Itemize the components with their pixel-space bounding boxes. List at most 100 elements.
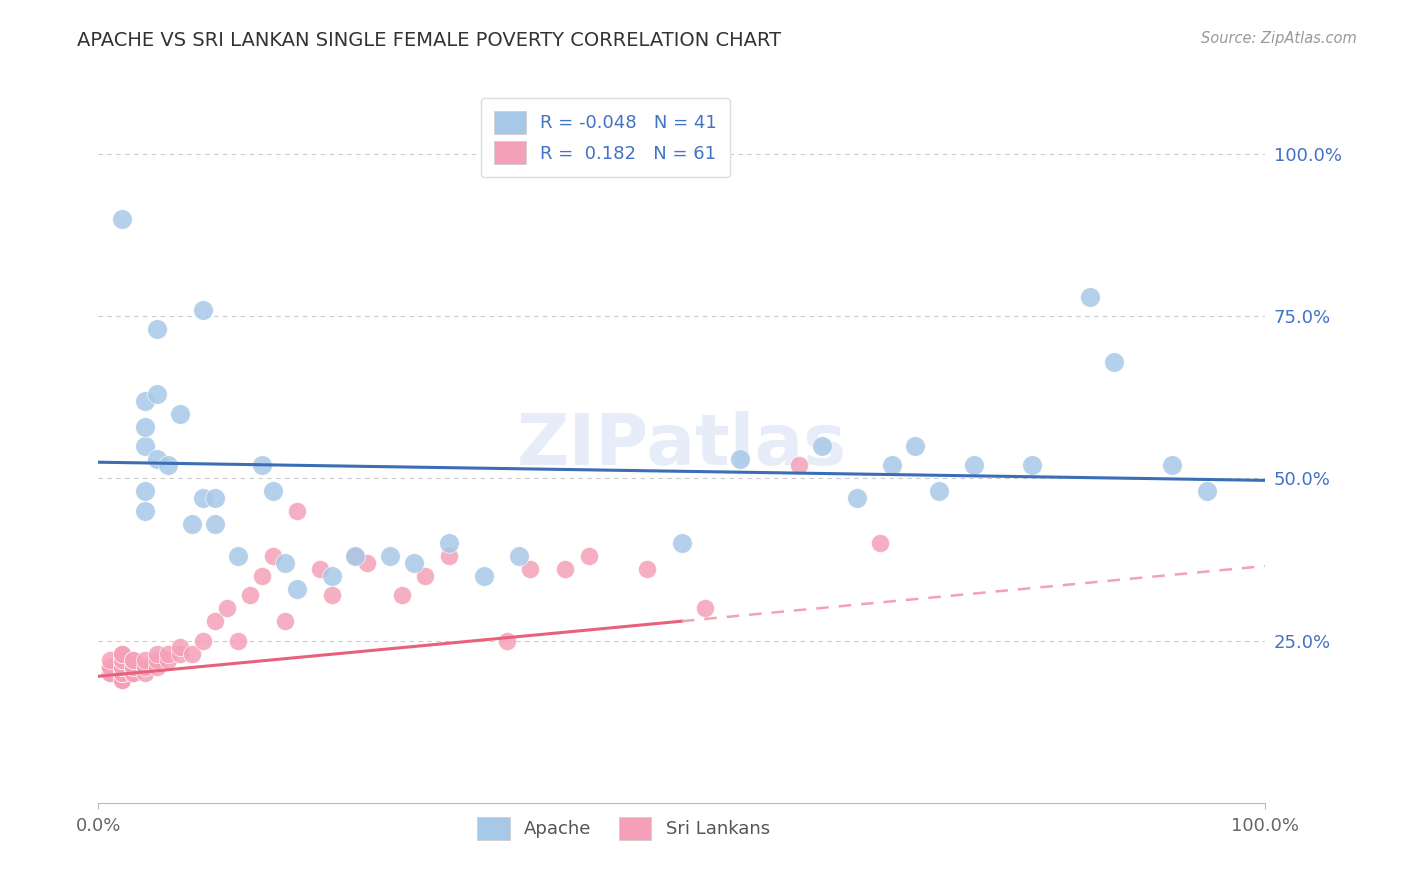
Point <box>519 562 541 576</box>
Point <box>169 407 191 421</box>
Point <box>157 647 180 661</box>
Point <box>262 549 284 564</box>
Point <box>111 666 134 681</box>
Point <box>111 659 134 673</box>
Point <box>391 588 413 602</box>
Point <box>344 549 367 564</box>
Point <box>928 484 950 499</box>
Point <box>356 556 378 570</box>
Point <box>134 439 156 453</box>
Point <box>111 647 134 661</box>
Point <box>98 666 121 681</box>
Point <box>169 647 191 661</box>
Point <box>134 393 156 408</box>
Point <box>146 659 169 673</box>
Point <box>228 549 250 564</box>
Point <box>309 562 332 576</box>
Point <box>111 673 134 687</box>
Point <box>962 458 984 473</box>
Point <box>134 504 156 518</box>
Point <box>193 302 215 317</box>
Point <box>1195 484 1218 499</box>
Point <box>180 647 202 661</box>
Point <box>157 458 180 473</box>
Point <box>157 653 180 667</box>
Point <box>98 659 121 673</box>
Point <box>111 653 134 667</box>
Point <box>111 647 134 661</box>
Point <box>285 582 308 596</box>
Point <box>250 458 273 473</box>
Point <box>122 666 145 681</box>
Point <box>472 568 495 582</box>
Text: APACHE VS SRI LANKAN SINGLE FEMALE POVERTY CORRELATION CHART: APACHE VS SRI LANKAN SINGLE FEMALE POVER… <box>77 31 782 50</box>
Point <box>730 452 752 467</box>
Point <box>111 666 134 681</box>
Point <box>122 659 145 673</box>
Point <box>204 614 226 628</box>
Point <box>274 614 297 628</box>
Point <box>554 562 576 576</box>
Point <box>111 653 134 667</box>
Point <box>321 588 343 602</box>
Point <box>134 653 156 667</box>
Point <box>146 647 169 661</box>
Point <box>134 419 156 434</box>
Point <box>636 562 658 576</box>
Point <box>122 653 145 667</box>
Point <box>413 568 436 582</box>
Point <box>111 653 134 667</box>
Text: ZIPatlas: ZIPatlas <box>517 411 846 481</box>
Text: Source: ZipAtlas.com: Source: ZipAtlas.com <box>1201 31 1357 46</box>
Point <box>437 549 460 564</box>
Point <box>787 458 810 473</box>
Point <box>111 673 134 687</box>
Point <box>1021 458 1043 473</box>
Point <box>344 549 367 564</box>
Point <box>193 491 215 505</box>
Point <box>508 549 530 564</box>
Point <box>380 549 402 564</box>
Point <box>215 601 238 615</box>
Point <box>1161 458 1184 473</box>
Point <box>496 633 519 648</box>
Point <box>228 633 250 648</box>
Point <box>169 640 191 654</box>
Point <box>134 484 156 499</box>
Point <box>134 666 156 681</box>
Point <box>111 673 134 687</box>
Point <box>904 439 927 453</box>
Legend: Apache, Sri Lankans: Apache, Sri Lankans <box>470 810 778 847</box>
Point <box>671 536 693 550</box>
Point <box>122 659 145 673</box>
Point <box>250 568 273 582</box>
Point <box>321 568 343 582</box>
Point <box>402 556 425 570</box>
Point <box>437 536 460 550</box>
Point <box>98 659 121 673</box>
Point <box>122 653 145 667</box>
Point <box>146 452 169 467</box>
Point <box>1080 290 1102 304</box>
Point <box>111 211 134 226</box>
Point <box>869 536 891 550</box>
Point <box>146 387 169 401</box>
Point <box>695 601 717 615</box>
Point <box>122 666 145 681</box>
Point <box>146 653 169 667</box>
Point <box>1102 354 1125 368</box>
Point <box>285 504 308 518</box>
Point <box>204 491 226 505</box>
Point <box>98 653 121 667</box>
Point <box>262 484 284 499</box>
Point <box>111 659 134 673</box>
Point <box>239 588 262 602</box>
Point <box>98 666 121 681</box>
Point <box>880 458 903 473</box>
Point <box>180 516 202 531</box>
Point <box>204 516 226 531</box>
Point <box>846 491 869 505</box>
Point <box>274 556 297 570</box>
Point <box>111 653 134 667</box>
Point <box>578 549 600 564</box>
